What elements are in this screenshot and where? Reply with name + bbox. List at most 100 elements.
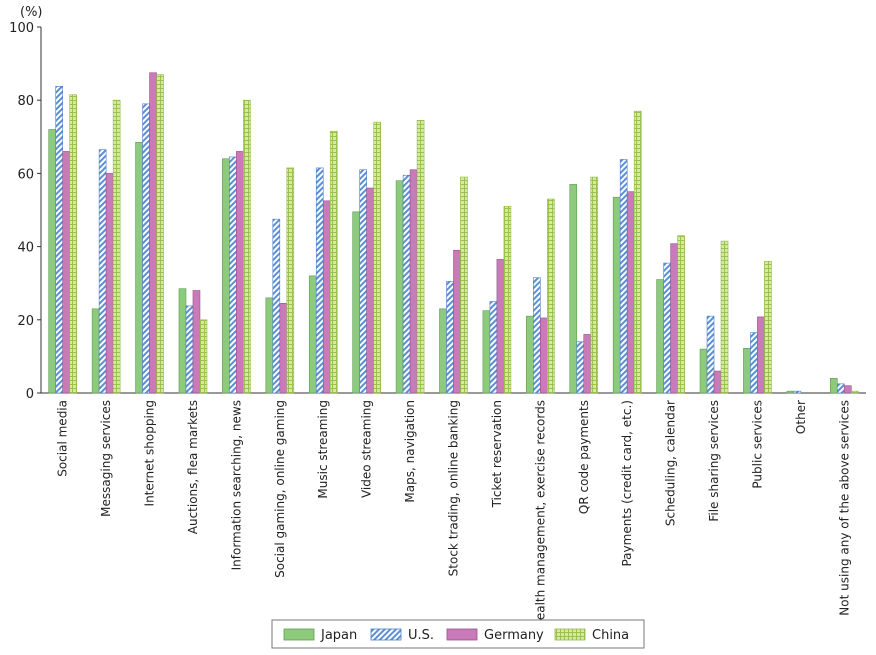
- bar-japan-10: [482, 310, 491, 394]
- x-tick-label: Not using any of the above services: [837, 400, 851, 616]
- bar-us-9: [446, 281, 454, 394]
- x-tick-label: Social media: [56, 400, 70, 477]
- x-tick-label: Internet shopping: [143, 400, 157, 506]
- x-tick-label: Stock trading, online banking: [447, 400, 461, 576]
- bar-japan-17: [786, 390, 795, 394]
- bar-us-6: [315, 167, 324, 394]
- legend-swatch: [554, 628, 586, 641]
- bar-china-1: [112, 99, 121, 394]
- y-tick-label: 80: [17, 94, 34, 109]
- x-tick-label: Social gaming, online gaming: [273, 400, 287, 578]
- bar-germany-9: [453, 249, 461, 394]
- x-tick-label: Payments (credit card, etc.): [620, 400, 634, 567]
- bar-us-12: [576, 341, 585, 394]
- bar-germany-18: [843, 385, 852, 394]
- bar-japan-7: [352, 211, 360, 394]
- legend-swatch: [283, 628, 315, 641]
- bar-germany-2: [149, 72, 157, 394]
- bar-japan-8: [395, 180, 404, 394]
- bar-germany-13: [626, 191, 635, 394]
- bar-us-17: [793, 390, 802, 394]
- bar-china-7: [373, 121, 381, 394]
- bar-japan-2: [135, 141, 143, 394]
- legend-label: U.S.: [408, 628, 434, 643]
- bar-japan-12: [569, 184, 578, 394]
- bar-japan-11: [526, 315, 534, 394]
- bar-germany-4: [236, 151, 244, 394]
- legend-label: Germany: [484, 628, 544, 643]
- bar-germany-8: [409, 169, 418, 394]
- bar-germany-11: [540, 317, 548, 394]
- bar-us-15: [706, 315, 715, 394]
- bar-germany-14: [670, 243, 678, 394]
- bar-germany-3: [192, 290, 201, 394]
- bar-japan-14: [656, 279, 664, 394]
- x-tick-label: Health management, exercise records: [533, 400, 547, 629]
- bar-china-4: [243, 99, 251, 394]
- bar-japan-0: [48, 129, 57, 394]
- bar-china-11: [547, 198, 555, 394]
- legend-swatch: [370, 628, 402, 641]
- bar-china-0: [69, 94, 78, 394]
- bar-japan-9: [439, 308, 447, 394]
- bar-japan-3: [178, 288, 187, 394]
- bar-us-1: [98, 149, 107, 394]
- bar-china-6: [329, 131, 338, 394]
- bar-japan-6: [308, 275, 317, 394]
- bar-us-5: [272, 218, 281, 394]
- bar-china-2: [156, 74, 164, 394]
- bar-china-9: [460, 176, 468, 394]
- bar-japan-15: [699, 348, 708, 394]
- bar-china-5: [286, 167, 295, 394]
- bar-japan-5: [265, 297, 274, 394]
- x-tick-label: Video streaming: [360, 400, 374, 498]
- bar-us-18: [836, 383, 845, 394]
- bar-us-0: [55, 85, 64, 394]
- bar-japan-4: [222, 158, 230, 394]
- bar-germany-7: [366, 187, 374, 394]
- bar-us-7: [359, 169, 367, 394]
- bar-germany-12: [583, 334, 592, 394]
- y-unit-label: (%): [20, 5, 43, 20]
- bar-us-10: [489, 301, 498, 394]
- bar-us-13: [619, 159, 628, 394]
- y-tick-label: 20: [17, 314, 34, 329]
- bar-japan-18: [829, 378, 838, 394]
- bar-us-14: [663, 262, 671, 394]
- x-tick-label: Ticket reservation: [490, 400, 504, 508]
- bar-china-16: [764, 260, 772, 394]
- bar-germany-0: [62, 151, 71, 394]
- legend-label: China: [592, 628, 629, 643]
- bar-germany-10: [496, 259, 505, 394]
- bar-china-8: [416, 120, 425, 394]
- bar-japan-1: [91, 308, 100, 394]
- x-tick-label: Auctions, flea markets: [186, 400, 200, 534]
- bar-china-18: [850, 390, 859, 394]
- x-tick-label: Messaging services: [99, 400, 113, 517]
- bar-japan-13: [612, 196, 621, 394]
- bar-us-4: [229, 156, 237, 394]
- bar-germany-6: [322, 200, 331, 394]
- x-tick-label: Music streaming: [316, 400, 330, 499]
- x-tick-label: Public services: [750, 400, 764, 489]
- bar-germany-16: [757, 316, 765, 394]
- bar-us-11: [533, 277, 541, 394]
- x-tick-label: Maps, navigation: [403, 400, 417, 503]
- bar-china-14: [677, 235, 685, 394]
- y-tick-label: 40: [17, 241, 34, 256]
- bar-us-3: [185, 305, 194, 394]
- bar-germany-1: [105, 173, 114, 394]
- bar-us-2: [142, 103, 150, 394]
- legend-label: Japan: [320, 628, 357, 643]
- bar-china-15: [720, 240, 729, 394]
- y-tick-label: 0: [26, 387, 34, 402]
- x-tick-label: Scheduling, calendar: [664, 400, 678, 526]
- bar-china-12: [590, 176, 599, 394]
- bar-china-13: [633, 110, 642, 394]
- legend-swatch: [446, 628, 478, 641]
- bar-china-3: [199, 319, 208, 394]
- x-tick-label: File sharing services: [707, 400, 721, 522]
- bar-japan-16: [743, 348, 751, 394]
